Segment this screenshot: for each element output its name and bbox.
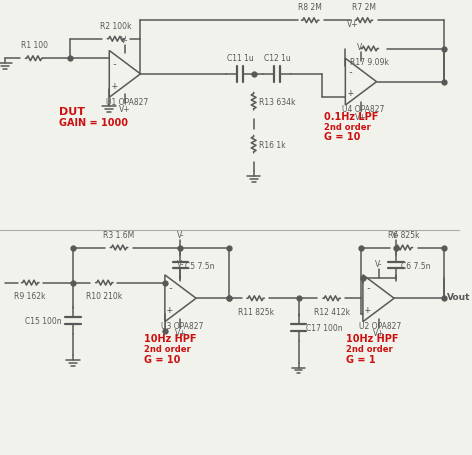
Text: -: -	[111, 59, 117, 69]
Text: V-: V-	[121, 35, 129, 45]
Text: C17 100n: C17 100n	[306, 324, 343, 332]
Text: G = 1: G = 1	[346, 354, 376, 364]
Text: R13 634k: R13 634k	[259, 97, 295, 106]
Text: V+: V+	[373, 329, 384, 338]
Text: V+: V+	[347, 20, 359, 29]
Text: Vout: Vout	[447, 292, 470, 301]
Text: R7 2M: R7 2M	[352, 4, 376, 12]
Text: V-: V-	[177, 230, 184, 239]
Text: C11 1u: C11 1u	[227, 54, 253, 63]
Text: -: -	[347, 67, 353, 77]
Text: U3 OPA827: U3 OPA827	[161, 321, 203, 330]
Text: R12 412k: R12 412k	[313, 308, 350, 316]
Text: C6 7.5n: C6 7.5n	[401, 261, 430, 270]
Text: -: -	[167, 283, 173, 293]
Text: U2 OPA827: U2 OPA827	[359, 321, 402, 330]
Text: R17 9.09k: R17 9.09k	[350, 58, 389, 67]
Text: +: +	[365, 304, 371, 314]
Text: C12 1u: C12 1u	[264, 54, 290, 63]
Text: R8 2M: R8 2M	[298, 4, 322, 12]
Text: -: -	[365, 283, 371, 293]
Text: +: +	[167, 304, 173, 314]
Text: C15 100n: C15 100n	[25, 317, 61, 325]
Text: V+: V+	[119, 105, 131, 114]
Text: R10 210k: R10 210k	[86, 292, 123, 301]
Text: G = 10: G = 10	[324, 132, 360, 142]
Text: V+: V+	[355, 113, 367, 121]
Text: R2 100k: R2 100k	[101, 22, 132, 31]
Text: 10Hz HPF: 10Hz HPF	[144, 334, 197, 344]
Text: R6 825k: R6 825k	[388, 230, 420, 239]
Text: U1 OPA827: U1 OPA827	[106, 97, 148, 106]
Text: R1 100: R1 100	[21, 41, 48, 51]
Text: 10Hz HPF: 10Hz HPF	[346, 334, 399, 344]
Text: 2nd order: 2nd order	[324, 122, 371, 131]
Text: R16 1k: R16 1k	[259, 140, 285, 149]
Text: R9 162k: R9 162k	[15, 292, 46, 301]
Text: GAIN = 1000: GAIN = 1000	[59, 117, 127, 127]
Text: 0.1Hz LPF: 0.1Hz LPF	[324, 111, 378, 121]
Text: V-: V-	[392, 230, 400, 239]
Text: DUT: DUT	[59, 107, 84, 117]
Text: C5 7.5n: C5 7.5n	[185, 261, 215, 270]
Text: V-: V-	[177, 259, 184, 268]
Text: R3 1.6M: R3 1.6M	[103, 230, 135, 239]
Text: +: +	[347, 88, 353, 98]
Text: V-: V-	[375, 259, 382, 268]
Text: G = 10: G = 10	[144, 354, 181, 364]
Text: 2nd order: 2nd order	[144, 344, 191, 354]
Text: U4 OPA827: U4 OPA827	[342, 105, 384, 114]
Text: V+: V+	[175, 329, 186, 338]
Text: R11 825k: R11 825k	[237, 308, 274, 316]
Text: 2nd order: 2nd order	[346, 344, 393, 354]
Text: V-: V-	[357, 43, 365, 52]
Text: +: +	[111, 81, 117, 91]
